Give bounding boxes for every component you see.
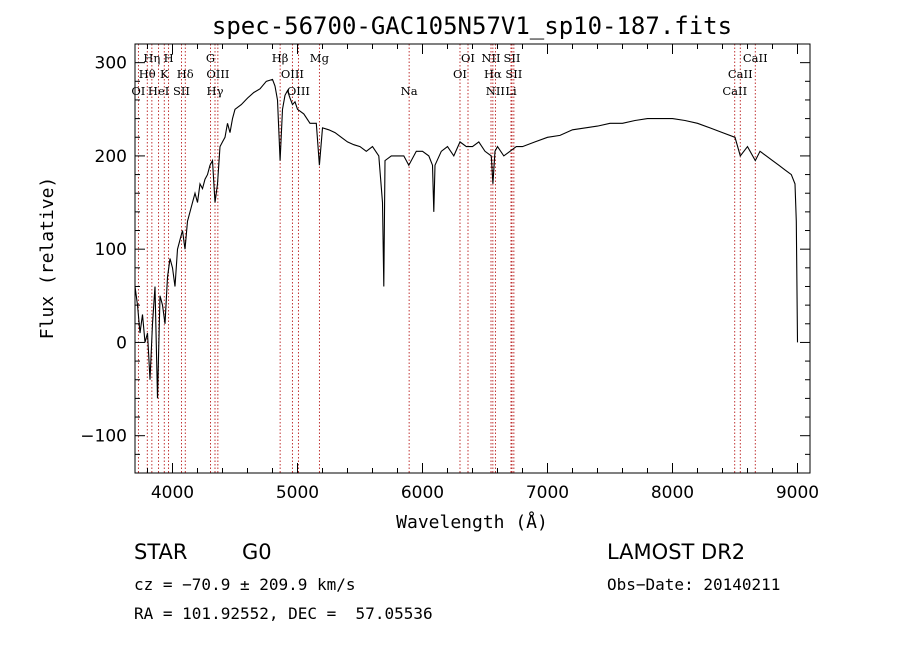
- line-marker-label: Li: [505, 84, 517, 98]
- x-tick-label: 8000: [651, 483, 694, 503]
- line-marker-label: G: [206, 51, 215, 65]
- y-tick-label: 0: [116, 333, 127, 353]
- spectrum-chart: spec-56700-GAC105N57V1_sp10-187.fits OIH…: [37, 12, 819, 533]
- y-tick-label: 100: [95, 240, 127, 260]
- line-marker-label: NII: [486, 84, 505, 98]
- line-marker-label: OIII: [281, 67, 304, 81]
- y-tick-label: −100: [80, 427, 127, 447]
- redshift-readout: cz = −70.9 ± 209.9 km/s: [134, 575, 356, 594]
- x-tick-label: 7000: [526, 483, 569, 503]
- line-marker-label: NII: [481, 51, 500, 65]
- line-marker-label: CaII: [722, 84, 747, 98]
- x-axis-ticks: 4000 5000 6000 7000 8000 9000: [147, 44, 819, 503]
- line-marker-label: H: [164, 51, 174, 65]
- line-marker-label: Hβ: [272, 51, 289, 65]
- coordinates: RA = 101.92552, DEC = 57.05536: [134, 604, 433, 623]
- obs-date: Obs−Date: 20140211: [607, 575, 781, 594]
- line-marker-label: Na: [401, 84, 418, 98]
- subclass: G0: [242, 540, 272, 564]
- line-marker-label: Hη: [143, 51, 160, 65]
- y-axis-label: Flux (relative): [37, 177, 58, 340]
- line-marker-label: Hδ: [177, 67, 194, 81]
- line-marker-label: OIII: [206, 67, 229, 81]
- x-tick-label: 4000: [151, 483, 194, 503]
- line-marker-label: K: [160, 67, 169, 81]
- line-marker-label: SII: [173, 84, 190, 98]
- line-marker-labels: OI Hη Hθ HeI KH SII Hδ G OIII Hγ Hβ OIII OIII Mg Na OI O…: [131, 51, 767, 98]
- line-marker-label: CaII: [728, 67, 753, 81]
- line-marker-label: Hα: [484, 67, 502, 81]
- line-marker-label: OIII: [287, 84, 310, 98]
- y-tick-label: 300: [95, 54, 127, 74]
- line-marker-label: SII: [505, 67, 522, 81]
- x-axis-label: Wavelength (Å): [396, 511, 548, 533]
- y-tick-label: 200: [95, 147, 127, 167]
- x-tick-label: 5000: [276, 483, 319, 503]
- x-tick-label: 9000: [776, 483, 819, 503]
- line-marker-label: Hθ: [139, 67, 156, 81]
- line-marker-label: CaII: [743, 51, 768, 65]
- line-marker-label: OI: [453, 67, 467, 81]
- y-axis-ticks: −100 0 100 200 300: [80, 43, 810, 455]
- chart-title: spec-56700-GAC105N57V1_sp10-187.fits: [212, 12, 732, 40]
- line-marker-label: OI: [131, 84, 145, 98]
- line-marker-label: Hγ: [207, 84, 224, 98]
- line-marker-label: SII: [504, 51, 521, 65]
- spectrum-series-line: [134, 78, 799, 399]
- line-marker-label: OI: [461, 51, 475, 65]
- survey-name: LAMOST DR2: [607, 540, 746, 564]
- object-class: STAR: [134, 540, 188, 564]
- line-marker-label: HeI: [148, 84, 169, 98]
- line-markers: [137, 44, 756, 473]
- x-tick-label: 6000: [401, 483, 444, 503]
- line-marker-label: Mg: [310, 51, 330, 65]
